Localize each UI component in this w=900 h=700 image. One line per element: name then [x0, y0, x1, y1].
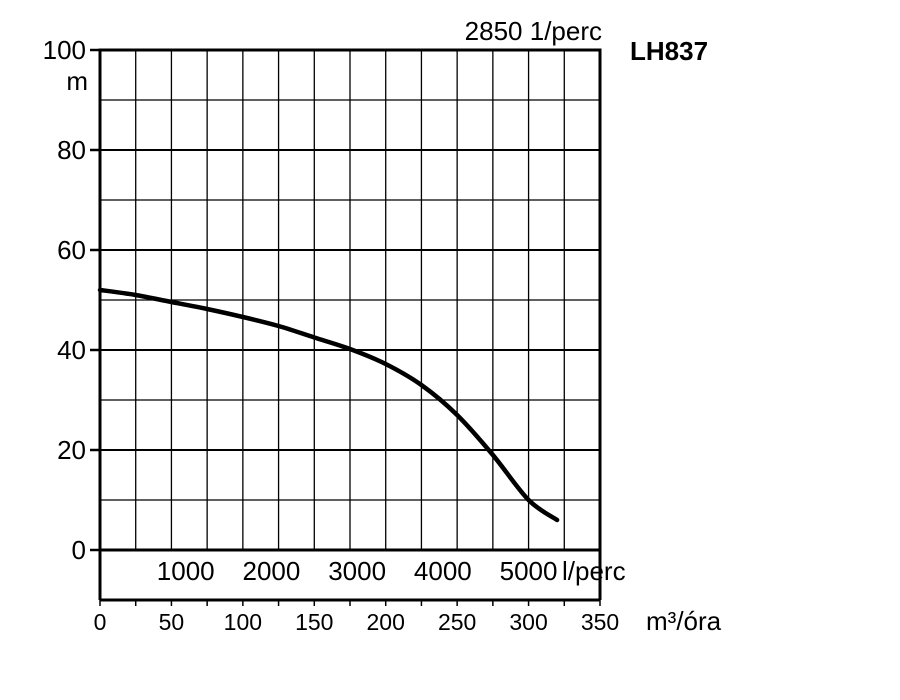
secondary-x-tick-label: 5000: [500, 556, 558, 586]
x-tick-label: 250: [438, 609, 476, 635]
plot-border: [98, 48, 602, 552]
x-tick-label: 300: [509, 609, 547, 635]
x-tick-label: 100: [224, 609, 262, 635]
x-tick-label: 0: [94, 609, 107, 635]
y-axis-tick-labels: 0 20 40 60 80 100: [43, 35, 86, 565]
x-axis-label: m³/óra: [646, 606, 722, 636]
y-tick-label: 100: [43, 35, 86, 65]
y-axis-label: m: [66, 66, 88, 96]
y-tick-label: 40: [57, 335, 86, 365]
secondary-x-tick-label: 2000: [243, 556, 301, 586]
grid-lines: [100, 50, 600, 550]
y-tick-label: 20: [57, 435, 86, 465]
x-tick-label: 200: [367, 609, 405, 635]
y-tick-label: 0: [72, 535, 86, 565]
pump-curve-line: [97, 287, 560, 523]
chart-subtitle: 2850 1/perc: [465, 16, 602, 46]
chart-title: LH837: [630, 36, 708, 66]
secondary-x-tick-label: 4000: [414, 556, 472, 586]
x-tick-label: 50: [159, 609, 185, 635]
y-tick-label: 80: [57, 135, 86, 165]
x-axis-tick-labels: 0 50 100 150 200 250 300 350: [94, 609, 620, 635]
secondary-x-tick-label: 1000: [157, 556, 215, 586]
y-tick-label: 60: [57, 235, 86, 265]
secondary-x-tick-label: 3000: [328, 556, 386, 586]
x-tick-label: 150: [295, 609, 333, 635]
secondary-x-tick-labels: 1000 2000 3000 4000 5000: [157, 556, 558, 586]
plot-frame: [90, 48, 602, 606]
x-tick-label: 350: [581, 609, 619, 635]
secondary-x-axis-unit: l/perc: [562, 556, 626, 586]
